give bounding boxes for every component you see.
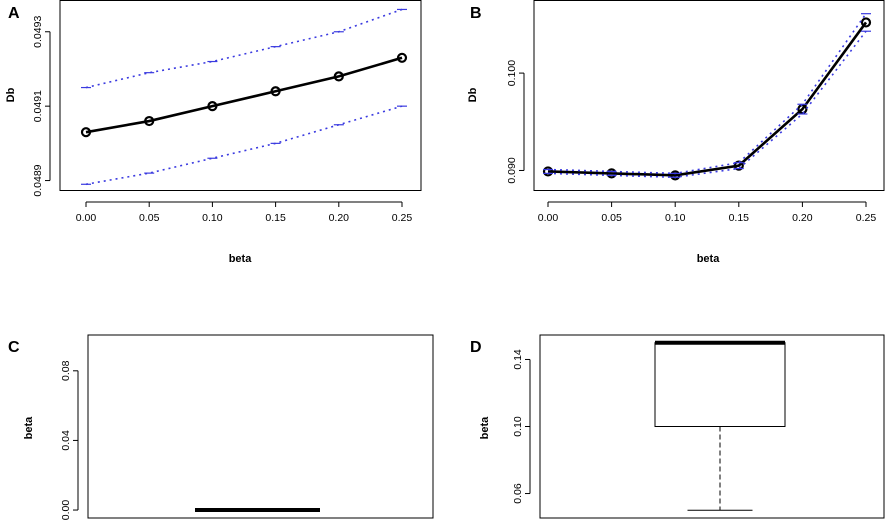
panel-a-letter: A [8, 5, 20, 22]
panel-d-y-label: beta [479, 416, 491, 440]
panel-c: C 0.00 0.04 0.08 beta [8, 334, 434, 521]
panel-a-estimate-point [144, 115, 155, 127]
panel-d-plot-frame [539, 334, 885, 519]
panel-c-letter: C [8, 339, 20, 356]
panel-a-y-tick-label: 0.0489 [32, 164, 44, 196]
panel-b-estimate-line [547, 21, 868, 177]
panel-a-y-tick-label: 0.0491 [32, 90, 44, 122]
panel-d-y-tick-label: 0.14 [512, 349, 524, 370]
panel-b-estimate-point [606, 168, 617, 179]
panel-a-x-tick-label: 0.05 [139, 212, 160, 224]
panel-b-x-tick-label: 0.05 [601, 212, 622, 224]
panel-a-y-axis: 0.0489 0.0491 0.0493 [32, 16, 51, 197]
panel-b-x-axis: 0.00 0.05 0.10 0.15 0.20 0.25 [538, 201, 877, 224]
panel-b-x-tick-label: 0.20 [792, 212, 813, 224]
panel-b-y-tick-label: 0.090 [506, 157, 518, 183]
panel-c-y-axis: 0.00 0.04 0.08 [60, 360, 79, 521]
panel-d-box [654, 342, 786, 427]
panel-a-y-tick-label: 0.0493 [32, 16, 44, 48]
panel-b-letter: B [470, 5, 482, 22]
panel-a-estimate-point [80, 127, 92, 138]
panel-b-y-tick-label: 0.100 [506, 60, 518, 86]
panel-b-x-tick-label: 0.15 [729, 212, 750, 224]
panel-d: D 0.06 0.10 0.14 beta [470, 334, 885, 519]
panel-a-x-tick-label: 0.25 [392, 212, 413, 224]
panel-b-series [542, 13, 872, 181]
panel-b-y-label: Db [467, 87, 479, 102]
panel-c-plot-frame [87, 334, 434, 519]
panel-a-estimate-point [270, 86, 281, 97]
panel-a-x-tick-label: 0.15 [265, 212, 286, 224]
panel-a-x-tick-label: 0.00 [76, 212, 97, 224]
panel-a-upper-bound-line [85, 8, 403, 89]
panel-d-y-tick-label: 0.10 [512, 416, 524, 437]
panel-c-y-label: beta [23, 416, 35, 440]
panel-b-plot-frame [533, 0, 885, 191]
panel-b-lower-bound-line [547, 30, 867, 179]
panel-d-letter: D [470, 339, 482, 356]
panel-b-x-tick-label: 0.25 [856, 212, 877, 224]
panel-a-lower-bound-line [85, 105, 403, 186]
panel-a-x-tick-label: 0.10 [202, 212, 223, 224]
panel-a-x-axis: 0.00 0.05 0.10 0.15 0.20 0.25 [76, 201, 413, 224]
panel-b: B 0.00 0.05 0.10 0.15 0.20 0.25 0.090 0.100 be… [467, 0, 885, 265]
panel-d-y-axis: 0.06 0.10 0.14 [512, 349, 531, 504]
panel-a-plot-frame [59, 0, 422, 191]
panel-a-estimate-point [396, 52, 408, 63]
panel-a-series [80, 8, 408, 186]
panel-d-boxplot [654, 340, 786, 511]
panel-a-estimate-line [85, 56, 403, 134]
panel-b-x-tick-label: 0.10 [665, 212, 686, 224]
panel-d-y-tick-label: 0.06 [512, 483, 524, 504]
panel-a-x-tick-label: 0.20 [329, 212, 350, 224]
panel-b-y-axis: 0.090 0.100 [506, 60, 525, 184]
panel-a-estimate-point [333, 71, 344, 82]
panel-a-estimate-point [207, 101, 218, 112]
panel-c-y-tick-label: 0.04 [60, 430, 72, 451]
panel-a-y-label: Db [5, 87, 17, 102]
panel-a-x-label: beta [229, 253, 253, 265]
panel-b-x-tick-label: 0.00 [538, 212, 559, 224]
panel-b-estimate-point [542, 166, 554, 177]
panel-b-estimate-point [670, 170, 681, 181]
panel-c-y-tick-label: 0.08 [60, 360, 72, 381]
panel-a: A 0.00 0.05 0.10 0.15 0.20 0.25 0.04890.04910… [5, 0, 422, 265]
panel-b-estimate-point [860, 17, 872, 28]
panel-c-y-tick-label: 0.00 [60, 500, 72, 521]
panel-b-x-label: beta [697, 253, 721, 265]
